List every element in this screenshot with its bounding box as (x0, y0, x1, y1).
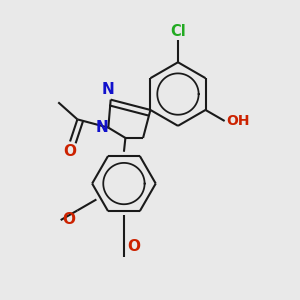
Text: O: O (64, 144, 76, 159)
Text: O: O (62, 212, 75, 227)
Text: Cl: Cl (170, 24, 186, 39)
Text: OH: OH (226, 114, 250, 128)
Text: O: O (128, 239, 140, 254)
Text: N: N (95, 119, 108, 134)
Text: N: N (102, 82, 115, 97)
